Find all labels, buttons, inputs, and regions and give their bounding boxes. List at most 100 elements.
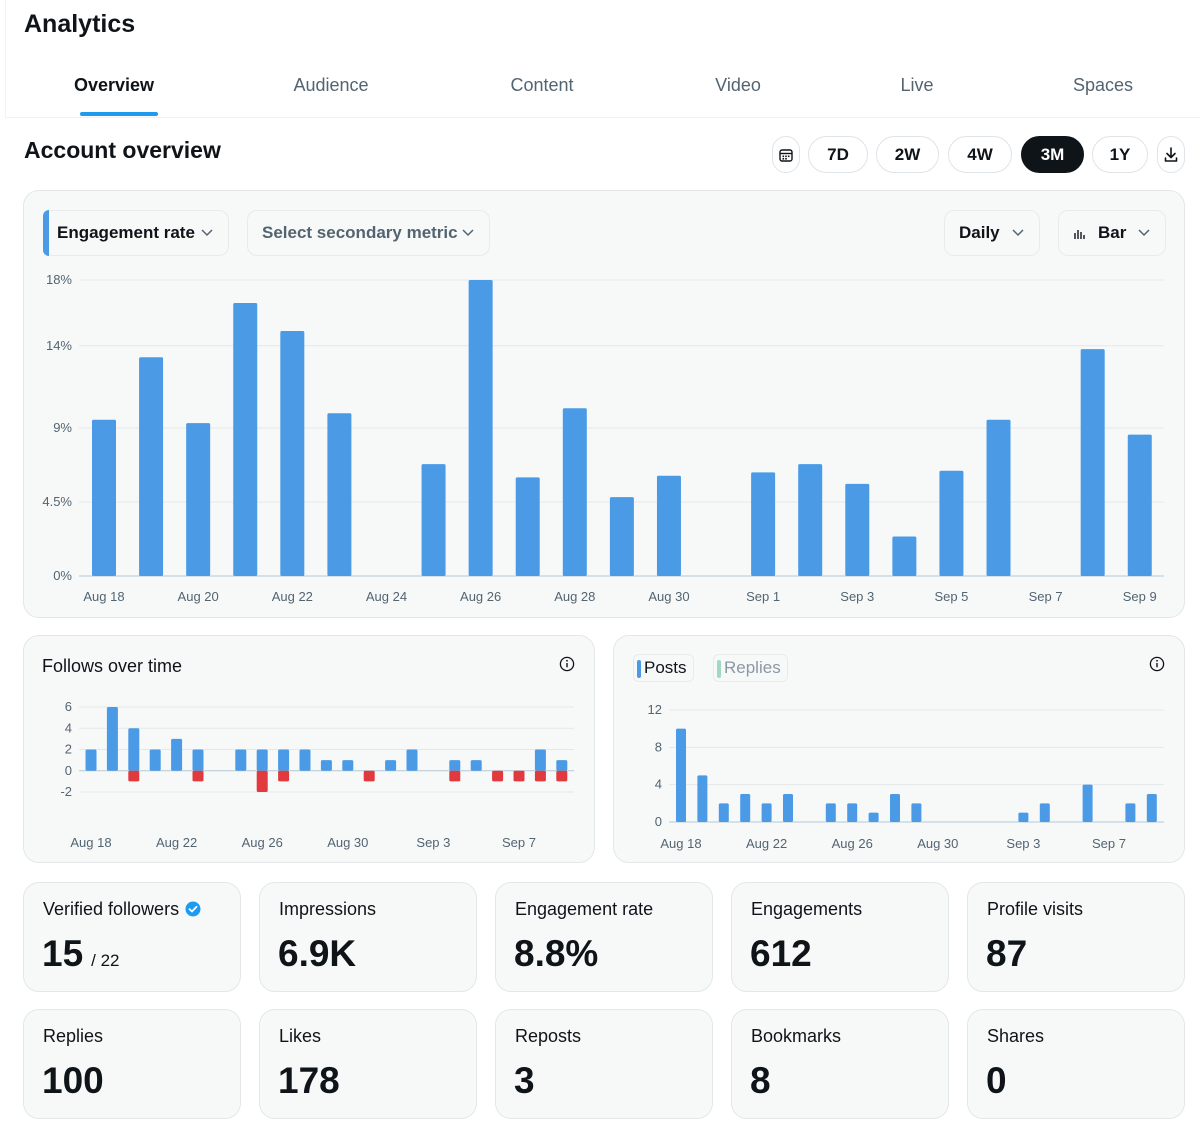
y-tick-label: 12 [648,702,662,717]
stat-card-replies[interactable]: Replies 100 [23,1009,241,1119]
posts-chart: 0 4 8 12 Aug 18 Aug 22 Aug 26 Aug 30 Sep 3 Sep 7 [648,702,1164,851]
range-2w-button[interactable]: 2W [876,136,939,173]
stat-value: 15/ 22 [42,933,120,974]
bar [825,803,836,822]
range-7d-button[interactable]: 7D [808,136,868,173]
download-button[interactable] [1157,136,1185,173]
stat-card-reposts[interactable]: Reposts 3 [495,1009,713,1119]
bar [697,775,708,822]
verified-badge-icon [185,901,201,917]
bar [783,794,793,822]
tab-content[interactable]: Content [510,75,574,95]
tab-spaces[interactable]: Spaces [1072,75,1134,95]
divider [5,0,6,118]
stat-card-shares[interactable]: Shares 0 [967,1009,1185,1119]
x-tick-label: Sep 9 [1123,589,1157,604]
x-tick-label: Aug 24 [366,589,407,604]
stat-value: 178 [278,1060,340,1101]
stat-value: 8 [750,1060,771,1101]
y-tick-label: 8 [655,739,662,754]
bar [1082,784,1093,822]
bar-gained [320,760,332,771]
stat-card-engagements[interactable]: Engagements 612 [731,882,949,992]
stat-value: 87 [986,933,1028,974]
secondary-metric-dropdown[interactable]: Select secondary metric [247,210,490,256]
bar-lost [278,770,290,782]
x-tick-label: Aug 20 [178,589,219,604]
legend-posts[interactable]: Posts [633,654,694,682]
engagement-rate-chart: 0% 4.5% 9% 14% 18% Aug 18 Aug 20 Aug 22 Aug 24 Au… [42,272,1164,604]
x-tick-label: Aug 26 [460,589,501,604]
bar [327,413,352,576]
calendar-button[interactable] [772,136,800,173]
y-tick-label: 0 [655,814,662,829]
bar-lost [449,770,461,782]
tab-live[interactable]: Live [900,75,934,95]
bar-gained [299,749,311,771]
stat-card-impressions[interactable]: Impressions 6.9K [259,882,477,992]
y-tick-label: 18% [46,272,72,287]
stat-card-likes[interactable]: Likes 178 [259,1009,477,1119]
bar-gained [149,749,161,771]
y-tick-label: 9% [53,420,72,435]
bar-gained [470,760,482,771]
stat-value: 612 [750,933,812,974]
stat-label: Reposts [515,1026,582,1046]
legend-replies[interactable]: Replies [713,654,788,682]
interval-dropdown[interactable]: Daily [944,210,1040,256]
bar [847,803,858,822]
bar-gained [128,728,140,771]
bar [845,483,870,576]
bar [1039,803,1050,822]
chart-type-label: Bar [1098,223,1127,242]
stat-label: Bookmarks [751,1026,842,1046]
tab-audience[interactable]: Audience [293,75,369,95]
calendar-icon [779,148,793,162]
bar [92,419,116,576]
info-icon[interactable] [1149,656,1165,672]
primary-metric-dropdown[interactable]: Engagement rate [43,210,229,256]
stat-card-bookmarks[interactable]: Bookmarks 8 [731,1009,949,1119]
stat-label: Engagements [751,899,863,919]
bar [421,464,446,576]
posts-card [613,635,1185,863]
stat-card-profile-visits[interactable]: Profile visits 87 [967,882,1185,992]
stat-value: 0 [986,1060,1007,1101]
bar [1080,349,1105,576]
bar [740,794,751,822]
info-icon[interactable] [559,656,575,672]
bar-gained [171,738,183,771]
stat-card-engagement-rate[interactable]: Engagement rate 8.8% [495,882,713,992]
bar [939,470,964,576]
bar-lost [492,770,504,782]
x-tick-label: Sep 7 [1092,836,1126,851]
x-tick-label: Sep 1 [746,589,780,604]
x-tick-label: Aug 28 [554,589,595,604]
tab-overview[interactable]: Overview [73,75,155,95]
y-tick-label: 14% [46,338,72,353]
follows-card-title: Follows over time [42,656,183,676]
bar-gained [256,749,268,771]
range-1y-button[interactable]: 1Y [1092,136,1148,173]
legend-posts-marker [637,660,641,678]
y-tick-label: 4 [655,777,662,792]
range-4w-button[interactable]: 4W [948,136,1012,173]
bar [656,475,681,576]
bar [186,423,211,576]
stat-label: Profile visits [987,899,1084,919]
tab-video[interactable]: Video [715,75,761,95]
bar [892,536,917,576]
stat-label: Verified followers [43,899,201,920]
range-3m-button[interactable]: 3M [1021,136,1084,173]
chart-type-dropdown[interactable]: Bar [1058,210,1166,256]
x-tick-label: Aug 30 [327,835,368,850]
chevron-down-icon [1138,229,1150,237]
stat-card-verified-followers[interactable]: Verified followers 15/ 22 [23,882,241,992]
x-tick-label: Sep 3 [840,589,874,604]
y-tick-label: 4 [65,720,72,735]
secondary-metric-placeholder: Select secondary metric [262,223,458,242]
bar [718,803,729,822]
stat-value: 8.8% [514,933,599,974]
bar-gained [235,749,247,771]
bar [890,794,900,822]
